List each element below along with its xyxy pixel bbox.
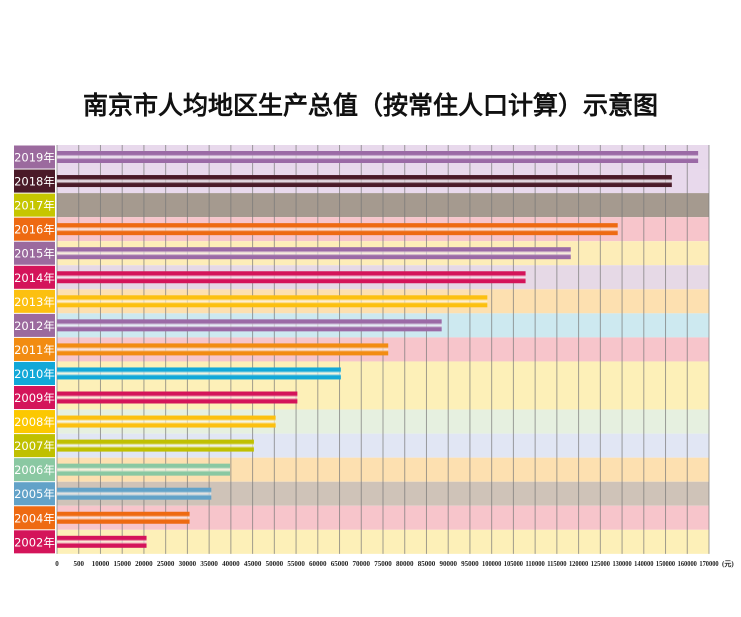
year-label-box [14,506,55,530]
year-label: 2017年 [14,199,55,213]
year-label: 2018年 [14,175,55,189]
bar [57,319,442,332]
x-tick-label: 10000 [92,560,110,568]
x-tick-label: 55000 [287,560,305,568]
x-tick-label: 40000 [222,560,240,568]
bar [57,415,276,428]
bar [57,295,488,308]
year-label-box [14,169,55,193]
bar [57,439,254,452]
x-tick-label: 170000 [699,560,719,568]
x-tick-label: 65000 [331,560,349,568]
bar [57,247,571,260]
year-label-box [14,386,55,410]
bar [57,343,389,356]
year-label: 2002年 [14,535,55,549]
x-tick-label: 120000 [569,560,589,568]
year-label: 2007年 [14,439,55,453]
x-tick-label: 95000 [461,560,479,568]
year-label: 2005年 [14,487,55,501]
x-tick-label: 15000 [113,560,131,568]
bar [57,175,672,188]
x-tick-label: 110000 [526,560,546,568]
bar [57,151,699,163]
year-label-box [14,217,55,241]
bar [57,391,298,404]
year-label: 2015年 [14,247,55,261]
x-tick-label: 30000 [179,560,197,568]
bar [57,511,190,524]
year-label: 2012年 [14,319,55,333]
year-label-box [14,313,55,337]
year-label: 2011年 [14,343,55,357]
year-label-box [14,434,55,458]
bar [57,223,618,236]
year-label: 2010年 [14,367,55,381]
year-label-box [14,530,55,554]
year-label-box [14,241,55,265]
x-tick-label: 115000 [547,560,567,568]
x-tick-label: 45000 [244,560,262,568]
year-label: 2014年 [14,271,55,285]
x-tick-label: 105000 [504,560,524,568]
year-label-box [14,410,55,434]
chart-title: 南京市人均地区生产总值（按常住人口计算）示意图 [82,91,658,120]
year-label: 2016年 [14,223,55,237]
x-tick-label: 90000 [439,560,457,568]
x-tick-label: 125000 [591,560,611,568]
year-label-box [14,265,55,289]
year-label-box [14,361,55,385]
x-tick-label: 60000 [309,560,327,568]
x-tick-label: 160000 [678,560,698,568]
year-label: 2004年 [14,511,55,525]
x-tick-label: 25000 [157,560,175,568]
x-tick-label: 50000 [266,560,284,568]
year-label-box [14,458,55,482]
bar [57,463,230,476]
year-label: 2009年 [14,391,55,405]
x-tick-label: 500 [73,560,84,568]
year-label: 2013年 [14,295,55,309]
bar [57,487,212,500]
x-tick-label: 20000 [135,560,153,568]
x-tick-label: 70000 [353,560,371,568]
year-label: 2006年 [14,463,55,477]
x-tick-label: 85000 [418,560,436,568]
x-tick-label: 130000 [612,560,632,568]
year-label-box [14,482,55,506]
x-tick-label: 0 [55,560,59,568]
x-tick-label: 75000 [374,560,392,568]
x-tick-label: 80000 [396,560,414,568]
year-label-box [14,145,55,169]
bar [57,271,526,284]
year-label: 2008年 [14,415,55,429]
year-label-box [14,289,55,313]
x-tick-label: 150000 [656,560,676,568]
x-tick-label: 140000 [634,560,654,568]
year-label-box [14,193,55,217]
year-label: 2019年 [14,151,55,165]
unit-label: (元) [722,560,734,568]
x-tick-label: 100000 [482,560,502,568]
year-label-box [14,337,55,361]
x-tick-label: 35000 [200,560,218,568]
bar [57,367,341,380]
bar [57,535,147,548]
